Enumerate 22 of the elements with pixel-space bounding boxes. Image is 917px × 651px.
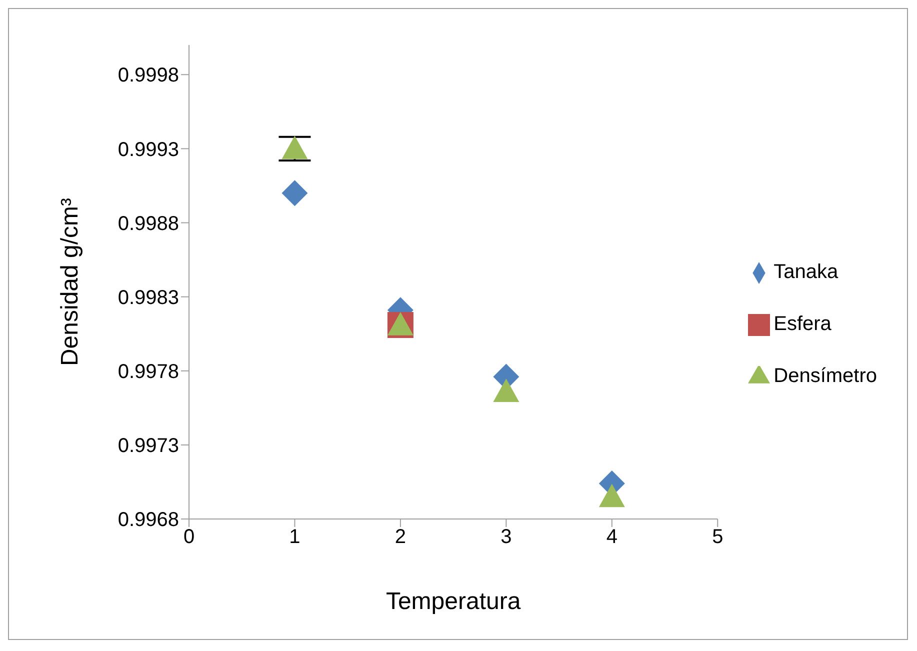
legend-label: Densímetro bbox=[774, 365, 877, 387]
legend-label: Esfera bbox=[774, 313, 832, 335]
point bbox=[598, 484, 625, 508]
x-tick-label: 1 bbox=[289, 526, 300, 548]
y-tick-label: 0.9973 bbox=[118, 435, 179, 458]
x-axis-title: Temperatura bbox=[386, 588, 522, 615]
point bbox=[282, 136, 308, 160]
point bbox=[282, 180, 308, 206]
point bbox=[493, 378, 520, 402]
x-tick-label: 5 bbox=[712, 526, 724, 548]
x-tick-label: 0 bbox=[183, 526, 195, 548]
y-tick-label: 0.9968 bbox=[118, 509, 179, 532]
y-tick-label: 0.9998 bbox=[118, 64, 179, 87]
x-tick-label: 4 bbox=[606, 526, 618, 548]
y-tick-label: 0.9983 bbox=[118, 286, 179, 309]
x-tick-label: 2 bbox=[394, 526, 406, 548]
x-tick-label: 3 bbox=[500, 526, 512, 548]
y-tick-label: 0.9988 bbox=[118, 212, 179, 235]
y-tick-label: 0.9993 bbox=[118, 138, 179, 161]
legend-label: Tanaka bbox=[774, 261, 838, 283]
y-axis-title: Densidad g/cm³ bbox=[56, 198, 84, 366]
y-tick-label: 0.9978 bbox=[118, 360, 179, 383]
